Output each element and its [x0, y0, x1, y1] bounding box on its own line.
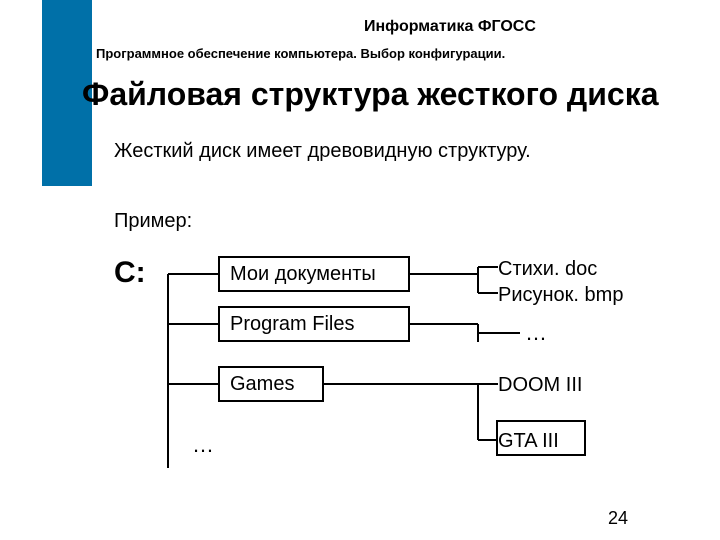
ellipsis: … — [192, 432, 214, 458]
folder-label: Program Files — [230, 313, 354, 336]
file-label: GTA III — [498, 430, 559, 453]
folder-node: Program Files — [218, 306, 410, 342]
file-label: Рисунок. bmp — [498, 284, 623, 307]
folder-node: Games — [218, 366, 324, 402]
file-label: DOOM III — [498, 374, 582, 397]
folder-label: Мои документы — [230, 263, 376, 286]
ellipsis: … — [525, 320, 547, 346]
file-label: Стихи. doc — [498, 258, 597, 281]
folder-node: Мои документы — [218, 256, 410, 292]
page-number: 24 — [608, 508, 628, 529]
folder-label: Games — [230, 373, 294, 396]
